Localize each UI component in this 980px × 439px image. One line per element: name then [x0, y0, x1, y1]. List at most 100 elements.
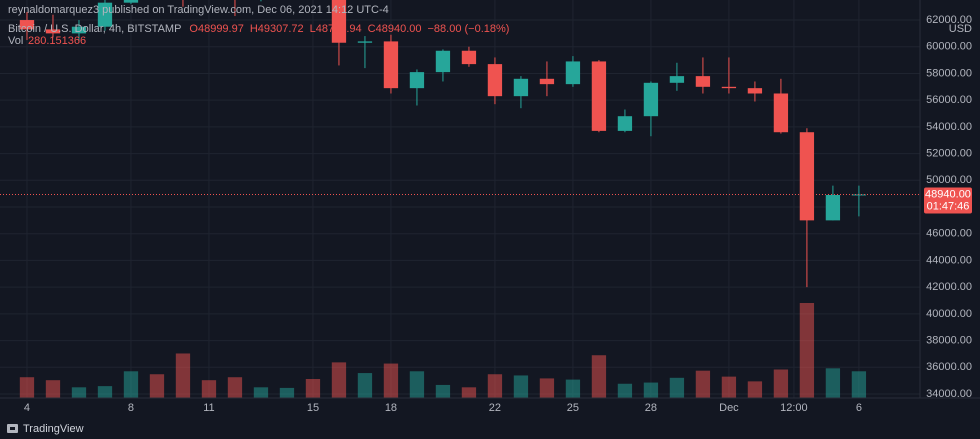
volume-layer [19, 303, 867, 398]
candle-layer [19, 0, 867, 288]
candle-body [669, 76, 685, 83]
volume-bar [357, 373, 373, 398]
candle-body [461, 50, 477, 65]
candle-body [97, 2, 113, 27]
price-tag-countdown: 01:47:46 [927, 200, 970, 212]
y-tick-label: 34000.00 [926, 388, 972, 400]
volume-bar [19, 377, 35, 398]
y-tick-label: 56000.00 [926, 94, 972, 106]
ohlc-value: −88.00 (−0.18%) [428, 23, 510, 35]
x-tick-label: 4 [24, 402, 30, 414]
volume-bar [97, 386, 113, 398]
candle-body [357, 41, 373, 43]
candle-body [383, 41, 399, 89]
volume-bar [331, 362, 347, 398]
volume-bar [45, 380, 61, 398]
y-tick-label: 38000.00 [926, 334, 972, 346]
x-tick-label: 11 [203, 402, 214, 414]
candle-body [591, 61, 607, 131]
footer-brand: TradingView [23, 423, 84, 435]
candle-body [799, 132, 815, 221]
candle-body [331, 0, 347, 43]
ohlc-value: L48714.94 [310, 23, 362, 35]
x-tick-label: 18 [385, 402, 397, 414]
y-tick-label: 42000.00 [926, 281, 972, 293]
candle-body [513, 78, 529, 97]
y-tick-label: 40000.00 [926, 308, 972, 320]
candle-body [487, 64, 503, 97]
grid [0, 0, 920, 398]
y-tick-label: 46000.00 [926, 228, 972, 240]
ohlc-value: C48940.00 [368, 23, 422, 35]
candle-body [747, 88, 763, 94]
candle-body [409, 72, 425, 89]
volume-bar [513, 375, 529, 398]
y-tick-label: 36000.00 [926, 361, 972, 373]
volume-bar [435, 384, 451, 398]
x-tick-label: Dec [719, 402, 739, 414]
volume-bar [591, 355, 607, 398]
publisher: reynaldomarquez3 published on TradingVie… [8, 4, 389, 16]
candle-body [695, 76, 711, 87]
volume-bar [305, 379, 321, 398]
candle-body [45, 29, 61, 34]
volume-bar [799, 303, 815, 398]
candle-body [721, 86, 737, 89]
x-tick-label: 28 [645, 402, 657, 414]
candle-body [123, 0, 139, 3]
y-tick-label: 52000.00 [926, 147, 972, 159]
x-tick-label: 6 [856, 402, 862, 414]
volume-value: 280.151366 [28, 35, 86, 47]
volume-bar [617, 383, 633, 398]
x-tick-label: 22 [489, 402, 501, 414]
y-tick-label: 50000.00 [926, 174, 972, 186]
candle-body [773, 93, 789, 133]
volume-bar [695, 370, 711, 398]
volume-bar [279, 387, 295, 398]
y-tick-label: 62000.00 [926, 14, 972, 26]
x-tick-label: 25 [567, 402, 579, 414]
y-tick-label: 44000.00 [926, 254, 972, 266]
volume-bar [123, 371, 139, 398]
y-tick-label: 54000.00 [926, 121, 972, 133]
y-tick-label: 60000.00 [926, 41, 972, 53]
volume-bar [565, 379, 581, 398]
currency: USD [949, 23, 972, 35]
x-tick-label: 8 [128, 402, 134, 414]
price-tag [924, 187, 972, 214]
overlay: O48999.97 H49307.72 L48714.94 C48940.00 −88.… [0, 14, 972, 414]
volume-bar [825, 368, 841, 398]
x-tick-label: 15 [307, 402, 319, 414]
volume-bar [721, 376, 737, 398]
volume-bar [201, 380, 217, 398]
volume-bar [747, 381, 763, 398]
candle-body [825, 194, 841, 221]
volume-bar [175, 353, 191, 398]
volume-bar [643, 382, 659, 398]
candle-body [643, 82, 659, 117]
candle-body [71, 26, 87, 34]
price-tag-value: 48940.00 [925, 188, 971, 200]
volume-bar [773, 369, 789, 398]
x-tick-label: 12:00 [780, 402, 808, 414]
volume-bar [409, 371, 425, 398]
candle-body [19, 20, 35, 30]
symbol: Bitcoin / U.S. Dollar, 4h, BITSTAMP [8, 23, 181, 35]
candle-body [617, 116, 633, 131]
volume-bar [253, 387, 269, 398]
volume-label: Vol [8, 35, 23, 47]
candle-body [565, 61, 581, 85]
volume-bar [539, 378, 555, 398]
volume-bar [669, 377, 685, 398]
ohlc-value: O48999.97 [189, 23, 243, 35]
volume-bar [227, 377, 243, 398]
ohlc-value: H49307.72 [250, 23, 304, 35]
volume-bar [149, 374, 165, 398]
candle-body [539, 78, 555, 85]
y-tick-label: 58000.00 [926, 67, 972, 79]
volume-bar [383, 363, 399, 398]
volume-bar [487, 374, 503, 398]
footer-bar [0, 418, 980, 439]
volume-bar [851, 371, 867, 398]
volume-bar [461, 387, 477, 398]
